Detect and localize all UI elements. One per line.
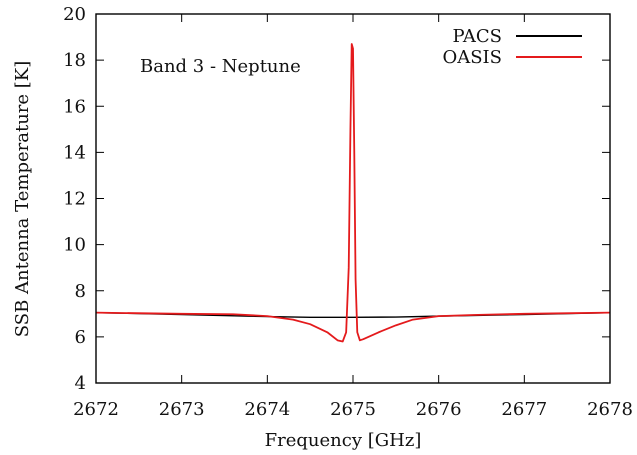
y-tick-label: 18 [63, 50, 86, 71]
x-tick-label: 2677 [501, 399, 547, 420]
y-tick-label: 8 [75, 281, 86, 302]
x-tick-label: 2673 [159, 399, 205, 420]
annotation-text: Band 3 - Neptune [140, 56, 301, 77]
x-tick-label: 2678 [587, 399, 633, 420]
x-axis-label: Frequency [GHz] [265, 430, 422, 451]
y-tick-label: 16 [63, 96, 86, 117]
y-tick-label: 10 [63, 235, 86, 256]
y-axis-label: SSB Antenna Temperature [K] [12, 61, 33, 338]
x-tick-label: 2676 [416, 399, 462, 420]
y-tick-label: 12 [63, 189, 86, 210]
x-axis-ticks: 2672 2673 2674 2675 2676 2677 2678 [73, 14, 633, 420]
legend: PACS OASIS [442, 26, 582, 68]
y-tick-label: 6 [75, 327, 86, 348]
legend-label-oasis: OASIS [442, 47, 502, 68]
x-tick-label: 2672 [73, 399, 119, 420]
plot-lines [95, 43, 611, 343]
series-line-oasis [95, 43, 611, 343]
y-tick-label: 4 [75, 373, 86, 394]
legend-label-pacs: PACS [452, 26, 502, 47]
x-tick-label: 2674 [244, 399, 290, 420]
y-tick-label: 20 [63, 4, 86, 25]
y-tick-label: 14 [63, 142, 86, 163]
y-axis-ticks: 4 6 8 10 12 14 16 18 20 [63, 4, 610, 394]
x-tick-label: 2675 [330, 399, 376, 420]
